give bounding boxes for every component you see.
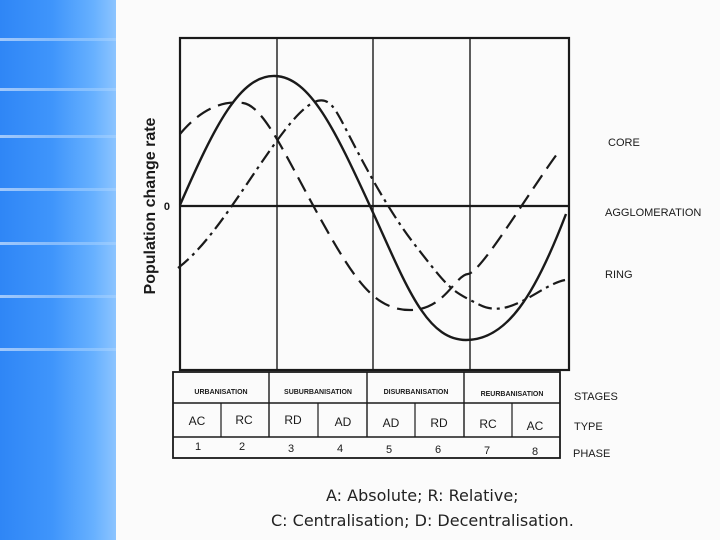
type-cell: AC — [527, 419, 544, 433]
scanned-page: Population change rate 0 CORE AGGLOMERAT… — [116, 0, 720, 540]
core-label: CORE — [608, 137, 640, 149]
caption-line-2: C: Centralisation; D: Decentralisation. — [271, 511, 574, 530]
slide-sidebar — [0, 0, 116, 540]
phase-cell: 5 — [386, 444, 392, 456]
core-curve — [179, 101, 561, 312]
phase-cell: 6 — [435, 444, 441, 456]
zero-label: 0 — [164, 201, 170, 213]
type-cell: RD — [284, 413, 302, 427]
stage-cell: SUBURBANISATION — [284, 389, 352, 396]
phase-cell: 4 — [337, 443, 343, 455]
phase-cell: 1 — [195, 441, 201, 453]
type-row-label: TYPE — [574, 421, 603, 433]
type-cell: RD — [430, 416, 448, 430]
type-cell: AC — [189, 414, 206, 428]
type-cell: RC — [235, 413, 253, 427]
phase-cell: 7 — [484, 445, 490, 457]
plot-frame — [178, 36, 571, 372]
stage-cell: REURBANISATION — [481, 391, 544, 398]
ring-label: RING — [605, 269, 633, 281]
type-cell: AD — [335, 415, 352, 429]
urbanisation-cycle-diagram: Population change rate 0 CORE AGGLOMERAT… — [142, 36, 701, 460]
phase-row-label: PHASE — [573, 448, 610, 460]
y-axis-label: Population change rate — [142, 117, 159, 294]
ring-curve — [177, 99, 566, 310]
stage-cell: DISURBANISATION — [384, 389, 449, 396]
caption-line-1: A: Absolute; R: Relative; — [326, 486, 519, 505]
agglomeration-curve — [178, 74, 568, 342]
type-cell: RC — [479, 417, 497, 431]
phase-cell: 2 — [239, 441, 245, 453]
type-cell: AD — [383, 416, 400, 430]
phase-cell: 3 — [288, 443, 294, 455]
stages-row-label: STAGES — [574, 391, 618, 403]
agglomeration-label: AGGLOMERATION — [605, 207, 701, 219]
stage-cell: URBANISATION — [194, 389, 247, 396]
phase-cell: 8 — [532, 446, 538, 458]
